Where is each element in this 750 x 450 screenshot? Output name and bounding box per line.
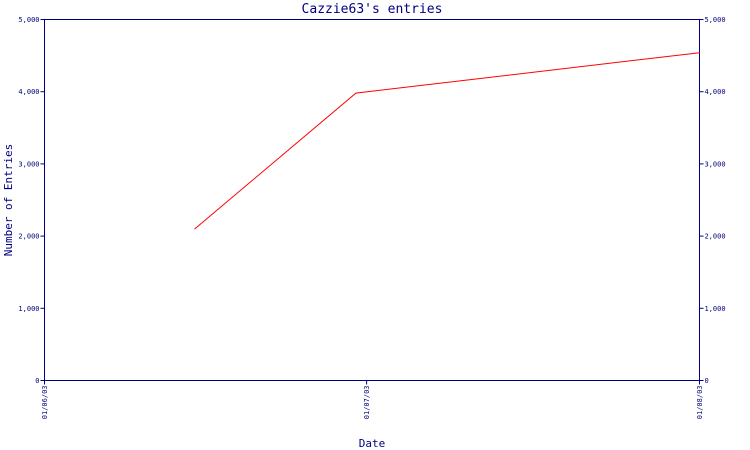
- y-tick-label-right: 4,000: [705, 88, 726, 96]
- x-axis: 01/06/03 01/07/03 01/08/03: [41, 380, 704, 420]
- plot-area-frame: [44, 19, 700, 381]
- series-group: [194, 52, 700, 230]
- y-tick-label-right: 5,000: [705, 16, 726, 24]
- y-tick-label-right: 3,000: [705, 160, 726, 168]
- y-axis-right: 0 1,000 2,000 3,000 4,000 5,000: [699, 16, 726, 385]
- y-axis-left: 0 1,000 2,000 3,000 4,000 5,000: [18, 16, 45, 385]
- y-tick-label-right: 1,000: [705, 305, 726, 313]
- x-tick-label: 01/07/03: [363, 386, 371, 420]
- data-point: [355, 92, 357, 94]
- data-point: [194, 228, 196, 230]
- y-tick-label-left: 4,000: [18, 88, 39, 96]
- x-tick-label: 01/08/03: [696, 386, 704, 420]
- y-tick-label-left: 0: [35, 377, 39, 385]
- y-tick-label-left: 5,000: [18, 16, 39, 24]
- x-tick-label: 01/06/03: [41, 386, 49, 420]
- x-axis-title: Date: [359, 437, 386, 450]
- y-tick-label-left: 3,000: [18, 160, 39, 168]
- y-tick-label-right: 0: [705, 377, 709, 385]
- y-tick-label-right: 2,000: [705, 233, 726, 241]
- y-axis-title: Number of Entries: [2, 144, 15, 257]
- chart-title: Cazzie63's entries: [302, 2, 443, 17]
- data-point: [699, 52, 700, 54]
- y-tick-label-left: 1,000: [18, 305, 39, 313]
- y-tick-label-left: 2,000: [18, 233, 39, 241]
